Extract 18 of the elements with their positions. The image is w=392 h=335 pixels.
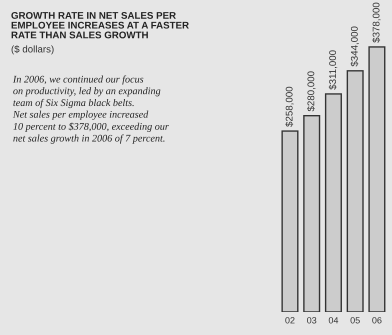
- data-label: $344,000: [350, 26, 359, 67]
- bar: [324, 93, 342, 312]
- bar: [281, 130, 298, 312]
- data-label: $280,000: [307, 71, 316, 112]
- x-tick-label: 05: [350, 317, 360, 324]
- x-tick-label: 02: [285, 317, 295, 324]
- text: ($ dollars): [12, 45, 54, 54]
- bar: [368, 46, 386, 312]
- data-label: $378,000: [372, 2, 381, 43]
- text: In 2006, we continued our focus on productivity, led by an expanding team of Six Sigma black belts. Net sales per employee increased 10 percent to $378,000, exceeding our net sales growth in 2006 of 7 percent.: [12, 75, 169, 144]
- x-tick-label: 04: [328, 317, 338, 324]
- data-label: $311,000: [328, 50, 338, 90]
- bar: [303, 114, 320, 312]
- data-label: $258,000: [285, 86, 294, 127]
- bar: [346, 70, 364, 312]
- x-tick-label: 06: [372, 317, 382, 324]
- text: GROWTH RATE IN NET SALES PER EMPLOYEE INCREASES AT A FASTER RATE THAN SALES GROWTH: [11, 12, 189, 38]
- x-tick-label: 03: [307, 317, 316, 324]
